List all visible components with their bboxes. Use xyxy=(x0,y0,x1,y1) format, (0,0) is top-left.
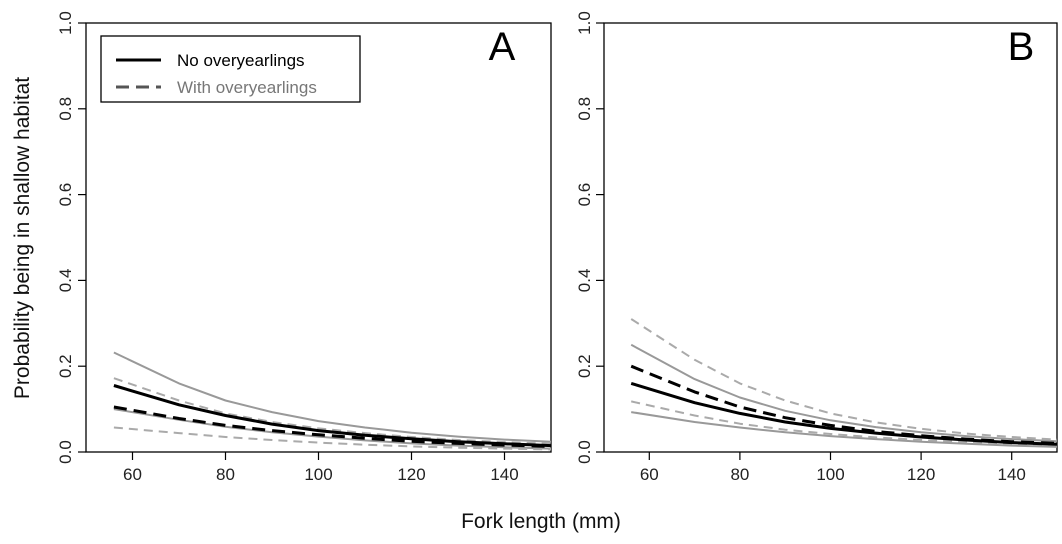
y-tick-label: 0.4 xyxy=(575,269,594,293)
panel-a: 60 80 100 120 140 0.0 0.2 0.4 0.6 0.8 1.0 A xyxy=(56,11,552,484)
panel-label-a: A xyxy=(489,25,516,69)
y-tick-label: 0.8 xyxy=(56,97,75,121)
plot-frame-b xyxy=(603,22,1058,453)
x-tick-label: 120 xyxy=(397,465,425,484)
legend-label-with-overyearlings: With overyearlings xyxy=(177,78,317,97)
series-with-overyearlings-lower-a xyxy=(113,426,552,451)
series-with-overyearlings-lower-b xyxy=(630,400,1058,447)
y-tick-label: 0.2 xyxy=(575,354,594,378)
y-tick-label: 0.0 xyxy=(575,440,594,464)
series-no-overyearlings-upper-a xyxy=(113,351,552,443)
legend: No overyearlings With overyearlings xyxy=(100,35,361,103)
panel-b: 60 80 100 120 140 0.0 0.2 0.4 0.6 0.8 1.0 B xyxy=(575,11,1058,484)
y-tick-label: 0.2 xyxy=(56,354,75,378)
x-tick-label: 80 xyxy=(730,465,749,484)
x-tick-label: 60 xyxy=(640,465,659,484)
x-tick-label: 140 xyxy=(490,465,518,484)
x-tick-label: 60 xyxy=(123,465,142,484)
series-no-overyearlings-upper-b xyxy=(630,343,1058,443)
x-axis-title: Fork length (mm) xyxy=(461,510,621,533)
series-with-overyearlings-estimate-b xyxy=(630,364,1058,445)
series-no-overyearlings-lower-b xyxy=(631,411,1058,448)
legend-box xyxy=(100,35,361,103)
y-tick-label: 0.6 xyxy=(56,183,75,207)
y-tick-label: 1.0 xyxy=(575,11,594,35)
x-tick-label: 140 xyxy=(998,465,1026,484)
series-with-overyearlings-estimate-a xyxy=(113,405,552,448)
series-with-overyearlings-upper-a xyxy=(113,377,552,445)
y-tick-label: 0.6 xyxy=(575,183,594,207)
y-tick-label: 0.8 xyxy=(575,97,594,121)
legend-label-no-overyearlings: No overyearlings xyxy=(177,51,305,70)
x-tick-label: 120 xyxy=(907,465,935,484)
y-tick-label: 0.4 xyxy=(56,269,75,293)
x-tick-label: 100 xyxy=(816,465,844,484)
series-with-overyearlings-upper-b xyxy=(630,318,1058,441)
y-tick-label: 0.0 xyxy=(56,440,75,464)
x-tick-label: 100 xyxy=(304,465,332,484)
x-tick-label: 80 xyxy=(216,465,235,484)
panel-label-b: B xyxy=(1008,25,1035,69)
y-axis-title: Probability being in shallow habitat xyxy=(11,77,34,399)
y-tick-label: 1.0 xyxy=(56,11,75,35)
